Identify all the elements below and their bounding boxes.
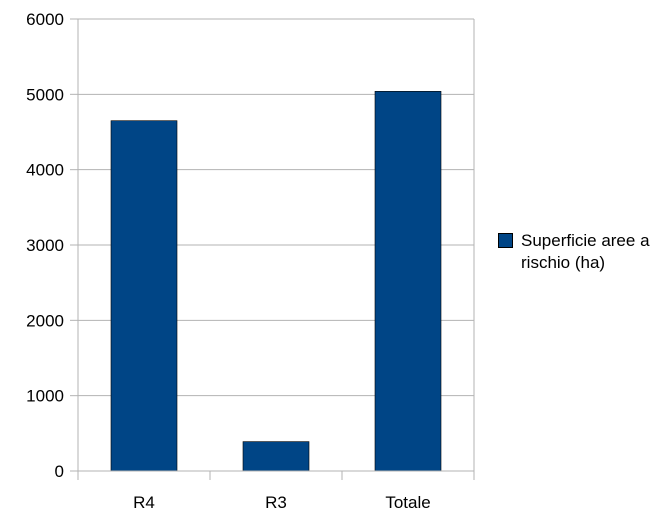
legend-label: Superficie aree a rischio (ha) — [521, 231, 650, 272]
y-tick-label: 1000 — [26, 387, 64, 406]
y-tick-label: 4000 — [26, 161, 64, 180]
legend: Superficie aree a rischio (ha) — [498, 230, 656, 274]
y-tick-label: 5000 — [26, 85, 64, 104]
bar-totale — [374, 91, 442, 472]
bar-r4 — [110, 120, 178, 472]
y-tick-label: 2000 — [26, 311, 64, 330]
x-tick-label: R4 — [133, 493, 155, 510]
axes — [70, 18, 475, 480]
tick-labels: 0 1000 2000 3000 4000 5000 6000 R4 R3 Totale — [26, 10, 431, 510]
legend-swatch — [498, 233, 513, 248]
y-tick-label: 3000 — [26, 236, 64, 255]
x-tick-label: Totale — [385, 493, 430, 510]
bar-r3 — [242, 441, 310, 472]
y-tick-label: 0 — [55, 462, 64, 481]
x-tick-label: R3 — [265, 493, 287, 510]
y-tick-label: 6000 — [26, 10, 64, 29]
bars — [110, 91, 442, 472]
